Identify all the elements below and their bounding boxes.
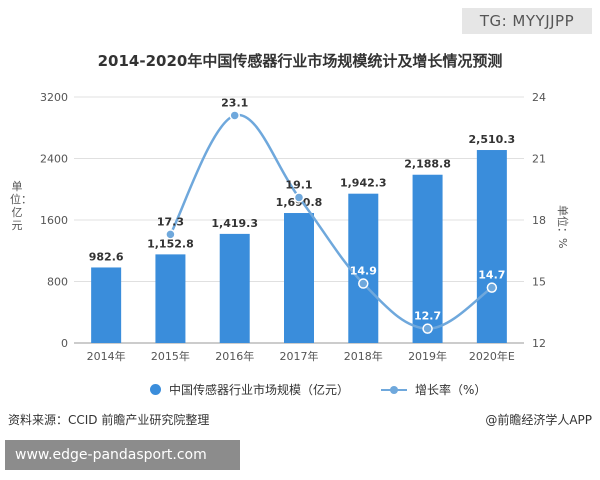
x-tick-label: 2017年 — [280, 349, 319, 363]
bar — [412, 174, 443, 343]
y-tick-label-left: 800 — [47, 276, 68, 289]
y-tick-label-left: 2400 — [40, 153, 68, 166]
bar-value-label: 982.6 — [89, 250, 124, 263]
growth-value-label: 17.3 — [157, 215, 184, 228]
chart-legend: 中国传感器行业市场规模（亿元） 增长率（%） — [150, 381, 518, 398]
bar — [155, 254, 186, 343]
bar — [91, 267, 122, 343]
y-axis-title-left: 单位：亿元 — [10, 180, 32, 232]
y-tick-label-right: 12 — [532, 337, 546, 350]
y-tick-label-right: 18 — [532, 214, 546, 227]
chart-title: 2014-2020年中国传感器行业市场规模统计及增长情况预测 — [97, 52, 503, 70]
legend-line-swatch — [381, 385, 408, 394]
bar-value-label: 1,152.8 — [147, 237, 194, 250]
x-tick-label: 2020年E — [469, 349, 515, 363]
legend-item-line: 增长率（%） — [381, 381, 486, 398]
y-tick-label-right: 24 — [532, 91, 546, 104]
legend-item-bar: 中国传感器行业市场规模（亿元） — [150, 381, 349, 398]
growth-value-label: 19.1 — [285, 178, 312, 191]
bar-value-label: 1,942.3 — [340, 177, 387, 190]
bar-value-label: 2,510.3 — [469, 133, 516, 146]
bar-value-label: 2,188.8 — [404, 158, 451, 171]
x-tick-label: 2016年 — [215, 349, 254, 363]
legend-bar-label: 中国传感器行业市场规模（亿元） — [169, 383, 350, 397]
legend-line-label: 增长率（%） — [415, 383, 487, 397]
bar — [219, 233, 250, 343]
y-tick-label-left: 0 — [61, 337, 68, 350]
bar — [348, 193, 379, 343]
source-note: 资料来源：CCID 前瞻产业研究院整理 — [8, 413, 210, 427]
watermark-badge: TG: MYYJJPP — [462, 8, 592, 34]
bar-value-label: 1,419.3 — [211, 217, 258, 230]
growth-point — [358, 278, 369, 289]
x-tick-label: 2015年 — [151, 349, 190, 363]
y-tick-label-right: 15 — [532, 276, 546, 289]
bar — [284, 213, 314, 343]
growth-point — [486, 282, 498, 293]
growth-value-label: 14.9 — [350, 265, 377, 278]
bar — [476, 150, 507, 343]
x-tick-label: 2014年 — [87, 349, 126, 363]
growth-value-label: 23.1 — [221, 96, 248, 109]
growth-point — [293, 192, 305, 203]
x-tick-label: 2018年 — [344, 349, 383, 363]
growth-point — [422, 323, 433, 334]
app-credit: @前瞻经济学人APP — [485, 413, 592, 427]
growth-value-label: 14.7 — [478, 269, 505, 282]
growth-value-label: 12.7 — [414, 310, 441, 323]
y-tick-label-right: 21 — [532, 153, 546, 166]
growth-point — [229, 110, 240, 121]
growth-point — [165, 229, 176, 240]
y-tick-label-left: 1600 — [40, 214, 68, 227]
x-tick-label: 2019年 — [408, 349, 447, 363]
legend-bar-swatch — [150, 384, 161, 395]
url-banner[interactable]: www.edge-pandasport.com — [5, 440, 240, 470]
y-axis-title-right: 单位：% — [556, 205, 569, 249]
y-tick-label-left: 3200 — [40, 91, 68, 104]
